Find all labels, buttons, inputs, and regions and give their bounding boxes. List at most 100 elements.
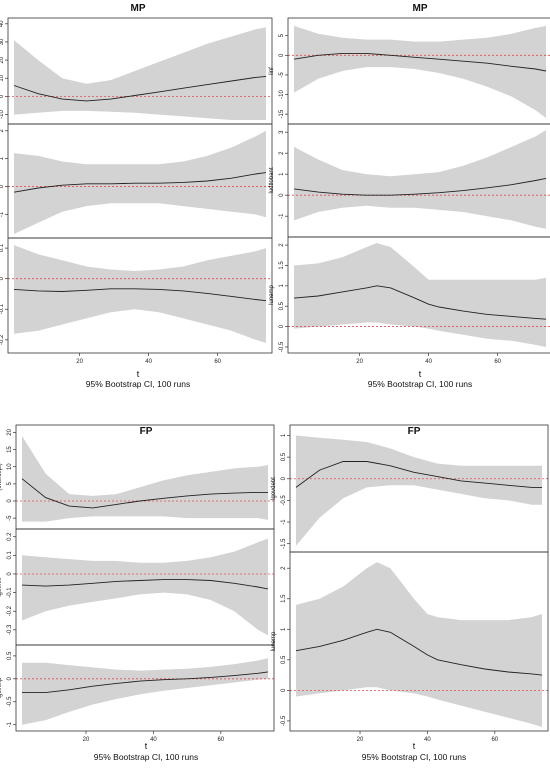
chart-figure-3: FP -5 0 5 10 15 20 (Intercept) -0.3 -0.2 -0.1 0 0.1 0… [0, 424, 275, 762]
chart-panel-intercept: -10010203040(Intercept) [0, 17, 273, 125]
chart-title: MP [413, 3, 428, 14]
x-tick-label: 60 [491, 737, 498, 743]
y-axis-label: linf [269, 67, 275, 75]
chart-panel-lgovrev: -0.3 -0.2 -0.1 0 0.1 0.2 lgovrev [0, 528, 275, 646]
chart-title: FP [140, 426, 153, 437]
y-tick-label: 1 [279, 284, 285, 288]
y-tick-label: -1 [0, 211, 5, 217]
estimate-line [13, 172, 267, 193]
y-axis-label: lgovrev [0, 577, 3, 596]
x-tick-label: 20 [356, 359, 363, 365]
y-tick-label: -1 [7, 721, 13, 727]
chart-title: MP [131, 3, 146, 14]
y-tick-label: 1.5 [281, 594, 287, 603]
y-tick-label: 5 [279, 33, 285, 37]
y-tick-label: 0.5 [7, 651, 13, 660]
y-tick-label: 0.5 [279, 301, 285, 310]
y-tick-label: 10 [0, 74, 5, 81]
y-tick-label: 1 [279, 172, 285, 176]
chart-panel-lgovexp: -1 -0.5 0 0.5 lgovexp 20 40 60 [0, 644, 275, 743]
y-tick-label: -15 [279, 109, 285, 118]
y-tick-label: 0 [0, 276, 5, 280]
chart-panel-lm2: -1012lm2 [0, 123, 273, 239]
confidence-band [294, 130, 546, 229]
estimate-line [13, 75, 267, 102]
chart-caption: 95% Bootstrap CI, 100 runs [368, 379, 472, 389]
chart-figure-2: MP -15 -1 0 -5 0 5 linf -1 0 1 2 3 ludtlobant -0.5 0 0.5… [269, 3, 550, 389]
y-tick-label: -0.1 [7, 587, 13, 598]
y-tick-label: -5 [7, 515, 13, 521]
y-axis-label: ludtlobant [269, 167, 275, 193]
y-tick-label: 0.1 [7, 551, 13, 560]
y-tick-label: 15 [7, 446, 13, 453]
y-tick-label: -0.5 [279, 341, 285, 352]
y-tick-label: -0.5 [281, 495, 287, 506]
y-tick-label: 2 [279, 151, 285, 155]
y-tick-label: 3 [279, 130, 285, 134]
chart-panel-lgovdebt: -1.5 -1 -0.5 0 0.5 1 lgovdebt [271, 424, 549, 553]
y-axis-label: lgovexp [0, 677, 3, 698]
y-tick-label: 0 [7, 499, 13, 503]
confidence-band [294, 243, 546, 347]
y-tick-label: 0 [279, 193, 285, 197]
confidence-band [22, 435, 268, 522]
y-tick-label: 0 [279, 53, 285, 57]
confidence-band [296, 562, 542, 727]
confidence-band [296, 435, 542, 546]
estimate-line [295, 461, 542, 488]
x-tick-label: 40 [150, 737, 157, 743]
y-tick-label: -0.1 [0, 303, 5, 314]
confidence-band [14, 245, 266, 343]
chart-panel-linf: -15 -10 -5 0 5 linf [269, 17, 550, 125]
y-axis-label: lunemp [271, 631, 277, 651]
panel-frame [7, 237, 273, 354]
chart-caption: 95% Bootstrap CI, 100 runs [362, 752, 466, 762]
y-tick-label: 10 [7, 463, 13, 470]
x-axis-label: t [413, 741, 416, 751]
y-tick-label: 0 [281, 476, 287, 480]
y-tick-label: -10 [0, 110, 5, 119]
y-tick-label: 0.1 [0, 243, 5, 252]
chart-figure-1: MP-10010203040(Intercept)-1012lm2-0.2-0.… [0, 3, 273, 389]
x-tick-label: 60 [214, 359, 221, 365]
y-tick-label: 40 [0, 20, 5, 27]
panel-frame [287, 236, 550, 354]
chart-panel-ludtlobant: -1 0 1 2 3 ludtlobant [269, 123, 550, 238]
x-axis-label: t [419, 369, 422, 379]
x-tick-label: 60 [217, 737, 224, 743]
chart-panel-intercept: -5 0 5 10 15 20 (Intercept) [0, 424, 275, 530]
x-tick-label: 20 [83, 737, 90, 743]
chart-caption: 95% Bootstrap CI, 100 runs [86, 379, 190, 389]
chart-title: FP [408, 426, 421, 437]
y-tick-label: 0.5 [281, 452, 287, 461]
confidence-band [22, 538, 268, 636]
y-tick-label: 1 [281, 433, 287, 437]
x-tick-label: 40 [425, 359, 432, 365]
chart-panel-lunemp: -0.5 0 0.5 1 1.5 2 lunemp 20 40 60 [269, 236, 550, 365]
estimate-line [293, 285, 547, 320]
estimate-line [21, 579, 269, 590]
y-tick-label: 0.2 [7, 532, 13, 541]
x-tick-label: 40 [424, 737, 431, 743]
y-tick-label: -5 [279, 72, 285, 78]
panel-frame [289, 551, 549, 732]
chart-figure-4: FP -1.5 -1 -0.5 0 0.5 1 lgovdebt -0.5 0 0.5 1 1.5 2 lu… [271, 424, 549, 762]
estimate-line [22, 671, 269, 694]
y-tick-label: -1 [279, 213, 285, 219]
y-tick-label: 0 [279, 324, 285, 328]
estimate-line [293, 52, 547, 72]
y-tick-label: 0 [0, 94, 5, 98]
chart-caption: 95% Bootstrap CI, 100 runs [94, 752, 198, 762]
y-tick-label: 20 [7, 428, 13, 435]
y-tick-label: -0.3 [7, 624, 13, 635]
y-tick-label: 2 [0, 128, 5, 132]
y-tick-label: 20 [0, 56, 5, 63]
confidence-band [14, 130, 266, 234]
y-tick-label: -1 [281, 519, 287, 525]
y-tick-label: -0.5 [281, 715, 287, 726]
x-tick-label: 20 [357, 737, 364, 743]
estimate-line [295, 628, 543, 676]
y-tick-label: 0 [7, 572, 13, 576]
x-axis-label: t [145, 741, 148, 751]
x-tick-label: 20 [76, 359, 83, 365]
